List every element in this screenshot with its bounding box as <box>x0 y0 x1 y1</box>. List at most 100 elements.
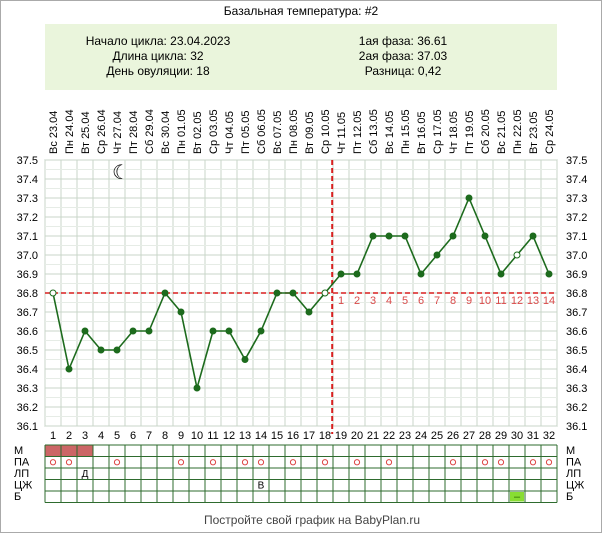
day-number: 4 <box>98 430 104 442</box>
day-number: 9 <box>178 430 184 442</box>
date-label: Вт 25.04 <box>80 111 92 154</box>
day-number: 8 <box>162 430 168 442</box>
y-tick-label-left: 37.5 <box>17 155 38 167</box>
day-numbers: 1 2 3 4 5 6 7 8 9 10 11 12 13 14 15 16 17 18 19 20 21 22 23 24 2… <box>50 430 555 442</box>
day-number: 13 <box>239 430 251 442</box>
pa-mark <box>289 459 297 466</box>
pa-mark <box>321 459 329 466</box>
day-number: 21 <box>367 430 379 442</box>
day-number: 16 <box>287 430 299 442</box>
day-number: 25 <box>431 430 443 442</box>
y-tick-label-left: 37.3 <box>17 193 38 205</box>
pa-mark <box>113 459 121 466</box>
y-tick-label-left: 37.1 <box>17 231 38 243</box>
date-label: Вс 23.04 <box>48 111 60 154</box>
data-point <box>545 270 553 278</box>
data-point <box>321 289 329 297</box>
date-label: Вс 14.05 <box>384 111 396 154</box>
post-ovulation-day-label: 13 <box>527 295 539 307</box>
date-label: Вс 07.05 <box>272 111 284 154</box>
date-label: Чт 11.05 <box>336 112 348 154</box>
date-label: Пн 15.05 <box>400 109 412 154</box>
y-tick-label-right: 37.3 <box>566 193 587 205</box>
row-label-left: ЛП <box>14 468 29 480</box>
y-tick-label-right: 37.1 <box>566 231 587 243</box>
date-label: Пт 12.05 <box>352 110 364 154</box>
y-tick-label-left: 36.7 <box>17 307 38 319</box>
date-label: Чт 18.05 <box>448 111 460 154</box>
info-box <box>45 24 557 90</box>
y-axis-right: 37.5 37.4 37.3 37.2 37.1 37.0 36.9 36.8 36.7 36.6… <box>566 155 587 433</box>
date-label: Вт 23.05 <box>528 111 540 154</box>
data-point <box>449 232 457 240</box>
phase2-label: 2ая фаза: 37.03 <box>359 49 448 63</box>
date-label: Пн 22.05 <box>512 109 524 154</box>
day-number: 30 <box>511 430 523 442</box>
date-label: Вт 09.05 <box>304 111 316 154</box>
row-label-right: ЛП <box>566 468 581 480</box>
day-number: 28 <box>479 430 491 442</box>
post-ovulation-day-label: 8 <box>450 295 456 307</box>
y-tick-label-left: 37.0 <box>17 250 38 262</box>
post-ovulation-day-label: 9 <box>466 295 472 307</box>
date-label: Ср 10.05 <box>320 109 332 154</box>
b-mark-cell <box>510 492 524 502</box>
post-ovulation-day-label: 12 <box>511 295 523 307</box>
moon-icon: ☾ <box>112 162 130 184</box>
post-ovulation-day-label: 2 <box>354 295 360 307</box>
y-tick-label-left: 36.6 <box>17 326 38 338</box>
post-ovulation-day-label: 5 <box>402 295 408 307</box>
y-tick-label-left: 36.9 <box>17 269 38 281</box>
row-label-right: ПА <box>566 457 582 469</box>
data-point <box>193 384 201 392</box>
date-label: Пт 05.05 <box>240 110 252 154</box>
pa-mark <box>353 459 361 466</box>
menses-cell <box>61 445 77 457</box>
row-label-left: Б <box>14 491 21 503</box>
day-number: 3 <box>82 430 88 442</box>
temperature-series <box>49 194 553 392</box>
chart-title: Базальная температура: #2 <box>224 4 379 18</box>
data-point <box>65 365 73 373</box>
y-tick-label-left: 36.2 <box>17 402 38 414</box>
date-label: Ср 24.05 <box>544 109 556 154</box>
date-label: Вс 21.05 <box>496 111 508 154</box>
date-label: Чт 04.05 <box>224 111 236 154</box>
row-label-right: М <box>566 445 575 457</box>
day-number: 17 <box>303 430 315 442</box>
date-label: Сб 20.05 <box>480 109 492 154</box>
date-label: Пт 28.04 <box>128 110 140 154</box>
day-number: 32 <box>543 430 555 442</box>
data-point <box>225 327 233 335</box>
date-label: Ср 17.05 <box>432 109 444 154</box>
post-ovulation-day-label: 10 <box>479 295 491 307</box>
y-tick-label-right: 36.7 <box>566 307 587 319</box>
day-number: 1 <box>50 430 56 442</box>
difference-label: Разница: 0,42 <box>365 64 442 78</box>
data-point <box>513 251 521 259</box>
data-point <box>353 270 361 278</box>
date-label: Пт 19.05 <box>464 110 476 154</box>
data-point <box>369 232 377 240</box>
y-tick-label-right: 36.4 <box>566 364 587 376</box>
data-point <box>433 251 441 259</box>
data-point <box>81 327 89 335</box>
data-point <box>49 289 57 297</box>
day-number: 19 <box>335 430 347 442</box>
day-number: 22 <box>383 430 395 442</box>
day-number: 23 <box>399 430 411 442</box>
day-number: 31 <box>527 430 539 442</box>
data-point <box>97 346 105 354</box>
pa-mark <box>65 459 73 466</box>
coverline-group: 1 2 3 4 5 6 7 8 9 10 11 12 13 14 <box>45 160 557 434</box>
day-number: 24 <box>415 430 427 442</box>
data-point <box>305 308 313 316</box>
row-label-left: М <box>14 445 23 457</box>
y-tick-label-right: 37.4 <box>566 174 587 186</box>
data-point <box>417 270 425 278</box>
date-labels: Вс 23.04 Пн 24.04 Вт 25.04 Ср 26.04 Чт 27.04… <box>48 109 556 154</box>
data-point <box>145 327 153 335</box>
y-tick-label-right: 36.8 <box>566 288 587 300</box>
day-number: 15 <box>271 430 283 442</box>
